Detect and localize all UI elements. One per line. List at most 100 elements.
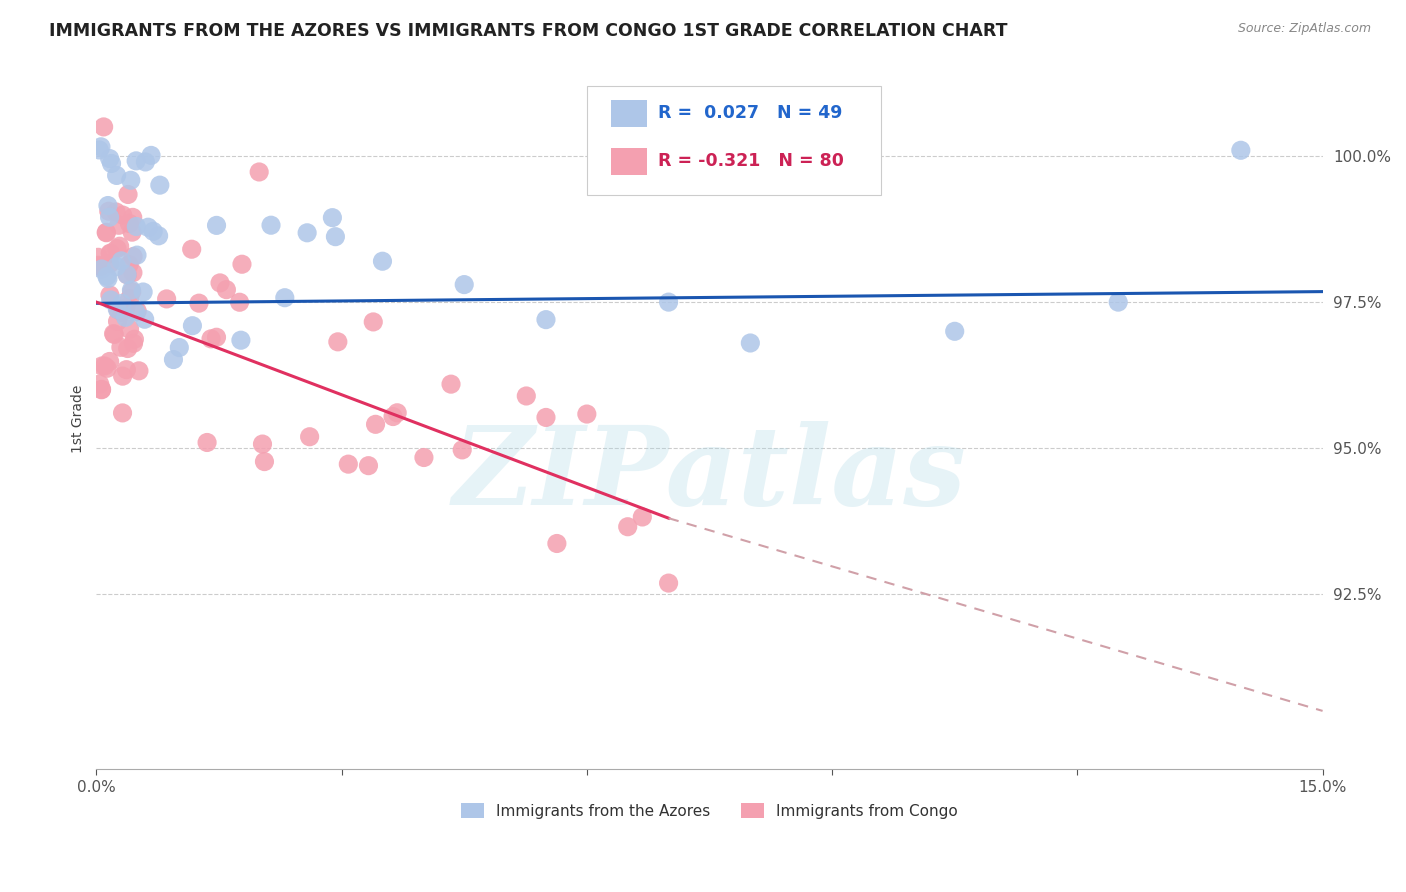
Y-axis label: 1st Grade: 1st Grade bbox=[72, 384, 86, 453]
Point bbox=[274, 291, 297, 305]
Point bbox=[247, 165, 270, 179]
Point bbox=[128, 364, 150, 378]
Point bbox=[100, 156, 122, 170]
Point bbox=[139, 148, 162, 162]
Point bbox=[98, 246, 121, 260]
Point bbox=[97, 271, 120, 285]
Point bbox=[127, 304, 149, 318]
Text: Source: ZipAtlas.com: Source: ZipAtlas.com bbox=[1237, 22, 1371, 36]
Point bbox=[295, 226, 318, 240]
Point bbox=[382, 409, 405, 424]
Point bbox=[546, 536, 568, 550]
Point bbox=[125, 153, 148, 168]
Point bbox=[118, 322, 141, 336]
Point bbox=[136, 220, 159, 235]
Point bbox=[122, 250, 145, 264]
Point bbox=[252, 437, 274, 451]
Point bbox=[658, 576, 681, 591]
Point bbox=[631, 510, 654, 524]
Point bbox=[361, 315, 384, 329]
Point bbox=[115, 362, 138, 376]
Point bbox=[125, 219, 148, 234]
Point bbox=[124, 332, 146, 346]
Point bbox=[96, 226, 118, 240]
FancyBboxPatch shape bbox=[612, 100, 647, 128]
Text: R =  0.027   N = 49: R = 0.027 N = 49 bbox=[658, 104, 842, 122]
Point bbox=[89, 260, 111, 274]
Point bbox=[180, 242, 202, 256]
Point bbox=[98, 288, 121, 302]
Point bbox=[118, 292, 141, 306]
Point bbox=[575, 407, 598, 421]
Point bbox=[298, 430, 321, 444]
Point bbox=[1107, 295, 1129, 310]
Point bbox=[325, 229, 347, 244]
Point bbox=[515, 389, 537, 403]
Point bbox=[205, 219, 228, 233]
Point bbox=[440, 377, 463, 392]
Point bbox=[125, 248, 148, 262]
Point bbox=[111, 296, 134, 310]
Point bbox=[115, 268, 138, 282]
Point bbox=[111, 406, 134, 420]
FancyBboxPatch shape bbox=[586, 86, 882, 194]
Point bbox=[740, 336, 762, 351]
Point bbox=[90, 383, 112, 397]
Point bbox=[118, 217, 141, 231]
Point bbox=[943, 324, 966, 338]
Point bbox=[122, 336, 145, 351]
Point bbox=[97, 198, 120, 212]
Point bbox=[100, 246, 122, 260]
Point bbox=[98, 211, 121, 225]
Point bbox=[100, 293, 122, 307]
Point bbox=[117, 187, 139, 202]
Point bbox=[97, 204, 120, 219]
Point bbox=[87, 258, 110, 272]
Point bbox=[103, 326, 125, 341]
Point bbox=[658, 295, 681, 310]
Point bbox=[149, 178, 172, 193]
Point bbox=[105, 242, 128, 256]
Point bbox=[413, 450, 436, 465]
Point bbox=[90, 140, 112, 154]
Point bbox=[208, 276, 231, 290]
Point bbox=[215, 283, 238, 297]
Point bbox=[228, 295, 250, 310]
Point bbox=[105, 260, 128, 274]
Point bbox=[205, 330, 228, 344]
Point bbox=[321, 211, 343, 225]
Point bbox=[121, 211, 143, 225]
Point bbox=[364, 417, 387, 432]
Point bbox=[111, 208, 134, 222]
Point bbox=[125, 305, 148, 319]
Point bbox=[148, 228, 170, 243]
FancyBboxPatch shape bbox=[612, 148, 647, 175]
Point bbox=[253, 454, 276, 468]
Point bbox=[107, 219, 129, 233]
Point bbox=[156, 292, 179, 306]
Point bbox=[534, 312, 557, 326]
Point bbox=[117, 342, 139, 356]
Point bbox=[534, 410, 557, 425]
Point bbox=[110, 253, 132, 268]
Point bbox=[616, 520, 638, 534]
Point bbox=[181, 318, 204, 333]
Point bbox=[122, 266, 145, 280]
Point bbox=[142, 224, 165, 238]
Point bbox=[231, 257, 253, 271]
Point bbox=[371, 254, 394, 268]
Point bbox=[96, 269, 118, 284]
Point bbox=[195, 435, 218, 450]
Point bbox=[93, 120, 115, 134]
Point bbox=[105, 205, 128, 219]
Point bbox=[451, 442, 474, 457]
Point bbox=[1230, 143, 1253, 157]
Point bbox=[132, 285, 155, 299]
Point bbox=[169, 341, 191, 355]
Point bbox=[111, 369, 134, 384]
Point bbox=[105, 302, 128, 317]
Point bbox=[90, 383, 112, 397]
Point bbox=[200, 332, 222, 346]
Point bbox=[110, 340, 132, 354]
Point bbox=[260, 218, 283, 232]
